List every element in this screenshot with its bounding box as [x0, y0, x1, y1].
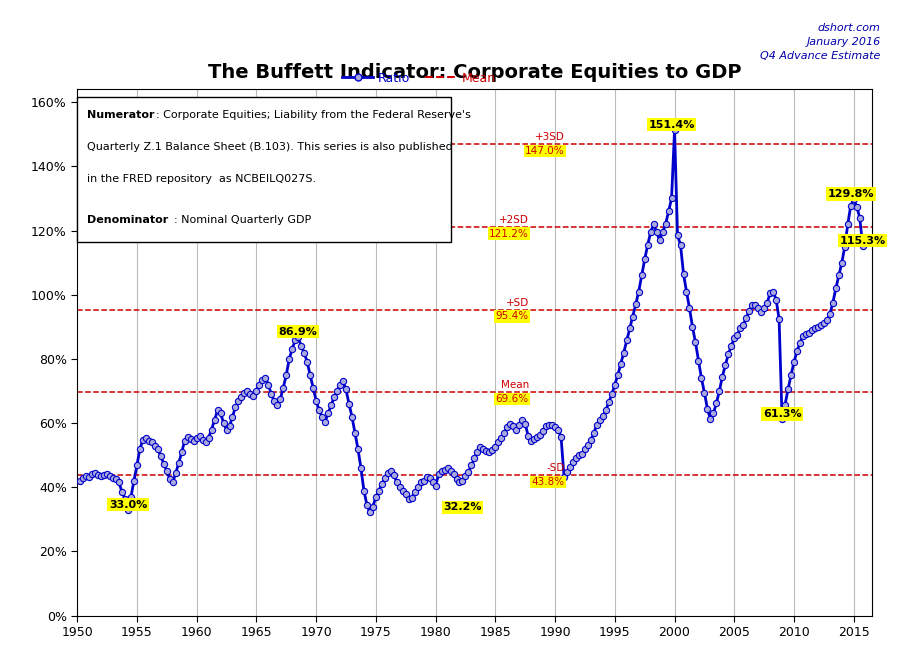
Text: 61.3%: 61.3%	[763, 409, 802, 419]
Text: +SD: +SD	[506, 298, 528, 308]
Text: 86.9%: 86.9%	[279, 327, 318, 337]
Legend: Ratio, Mean: Ratio, Mean	[337, 67, 500, 89]
Text: 43.8%: 43.8%	[531, 477, 565, 487]
Text: Denominator: Denominator	[87, 214, 168, 224]
Text: Numerator: Numerator	[87, 111, 154, 120]
Text: dshort.com
January 2016
Q4 Advance Estimate: dshort.com January 2016 Q4 Advance Estim…	[760, 23, 881, 61]
Text: : Corporate Equities; Liability from the Federal Reserve's: : Corporate Equities; Liability from the…	[156, 111, 470, 120]
Text: 129.8%: 129.8%	[827, 189, 874, 199]
Text: +3SD: +3SD	[535, 132, 565, 142]
Text: 69.6%: 69.6%	[496, 395, 528, 404]
Title: The Buffett Indicator: Corporate Equities to GDP: The Buffett Indicator: Corporate Equitie…	[208, 64, 741, 82]
FancyBboxPatch shape	[77, 97, 450, 242]
Text: 33.0%: 33.0%	[109, 500, 147, 510]
Text: 32.2%: 32.2%	[443, 502, 482, 512]
Text: 151.4%: 151.4%	[648, 120, 695, 130]
Text: : Nominal Quarterly GDP: : Nominal Quarterly GDP	[174, 214, 311, 224]
Text: 121.2%: 121.2%	[489, 228, 528, 238]
Text: -SD: -SD	[547, 463, 565, 473]
Text: Mean: Mean	[500, 381, 528, 391]
Text: +2SD: +2SD	[498, 214, 528, 225]
Text: 95.4%: 95.4%	[496, 311, 528, 322]
Text: in the FRED repository  as NCBEILQ027S.: in the FRED repository as NCBEILQ027S.	[87, 173, 316, 183]
Text: Quarterly Z.1 Balance Sheet (B.103). This series is also published: Quarterly Z.1 Balance Sheet (B.103). Thi…	[87, 142, 452, 152]
Text: 115.3%: 115.3%	[840, 236, 886, 246]
Text: 147.0%: 147.0%	[525, 146, 565, 156]
